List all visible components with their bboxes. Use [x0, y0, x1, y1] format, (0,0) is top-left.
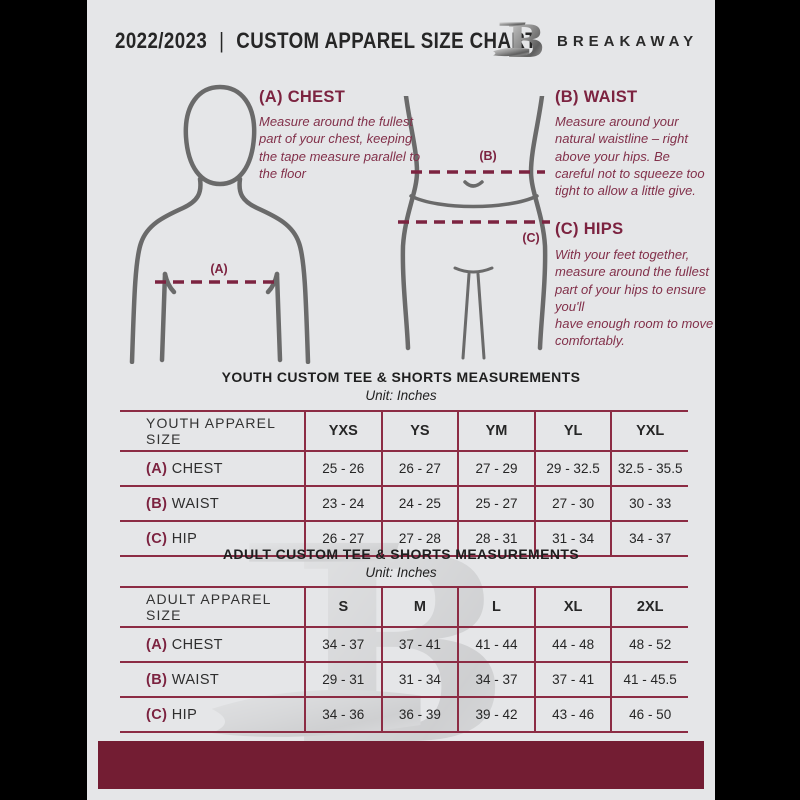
measurement-label: (C) HIP [120, 521, 305, 556]
chest-line-label: (A) [210, 262, 227, 276]
hips-instructions: With your feet together, measure around … [555, 247, 714, 349]
measurement-value: 37 - 41 [380, 627, 459, 662]
measurement-value: 30 - 33 [610, 486, 688, 521]
size-column-header: YXL [610, 411, 688, 451]
measurement-value: 36 - 39 [380, 697, 459, 732]
measurement-prefix: (A) [146, 460, 168, 477]
waist-line-label: (B) [479, 149, 496, 163]
table-row: (B) WAIST 23 - 24 24 - 25 25 - 27 27 - 30 30 … [120, 486, 688, 521]
chest-instructions: Measure around the fullest part of your … [259, 114, 421, 181]
measurement-value: 27 - 29 [457, 451, 535, 486]
hips-line-label: (C) [522, 231, 539, 245]
measurement-name: CHEST [171, 460, 223, 477]
measurement-value: 26 - 27 [304, 521, 382, 556]
adult-table-unit: Unit: Inches [365, 565, 437, 580]
measurement-prefix: (B) [146, 671, 168, 688]
measurement-value: 41 - 45.5 [610, 662, 688, 697]
breakaway-logo-icon: B [492, 15, 548, 67]
table-row: (A) CHEST 34 - 37 37 - 41 41 - 44 44 - 48 48 … [120, 627, 688, 662]
measurement-value: 48 - 52 [610, 627, 688, 662]
table-row: (C) HIP 26 - 27 27 - 28 28 - 31 31 - 34 34 - … [120, 521, 688, 556]
adult-table-title: ADULT CUSTOM TEE & SHORTS MEASUREMENTS [222, 546, 580, 562]
measurement-value: 31 - 34 [533, 521, 612, 556]
adult-size-table: ADULT APPAREL SIZE S M L XL 2XL (A) CHEST 34 - … [120, 586, 688, 733]
measurement-value: 34 - 37 [457, 662, 535, 697]
size-chart-page: 2022/2023 | CUSTOM APPAREL SIZE CHART B BR… [87, 0, 715, 800]
size-column-header: 2XL [610, 587, 688, 627]
measurement-label: (B) WAIST [120, 662, 305, 697]
measurement-name: WAIST [171, 671, 220, 688]
table-header-row: YOUTH APPAREL SIZE YXS YS YM YL YXL [120, 411, 688, 451]
measurement-value: 39 - 42 [457, 697, 535, 732]
torso-illustration: (A) [129, 84, 311, 364]
measurement-value: 44 - 48 [533, 627, 612, 662]
brand-name: BREAKAWAY [557, 33, 699, 50]
page-title: 2022/2023 | CUSTOM APPAREL SIZE CHART [115, 28, 537, 54]
measurement-label: (A) CHEST [120, 451, 305, 486]
table-row: (A) CHEST 25 - 26 26 - 27 27 - 29 29 - 32.5 3… [120, 451, 688, 486]
measurement-value: 46 - 50 [610, 697, 688, 732]
title-year: 2022/2023 [115, 28, 208, 53]
size-column-header: YL [533, 411, 612, 451]
measurement-prefix: (B) [146, 495, 168, 512]
size-column-header: L [457, 587, 535, 627]
measurement-prefix: (A) [146, 636, 168, 653]
measurement-value: 34 - 36 [304, 697, 382, 732]
youth-table-title: YOUTH CUSTOM TEE & SHORTS MEASUREMENTS [221, 369, 581, 385]
size-table-row-header: ADULT APPAREL SIZE [146, 591, 272, 623]
measurement-label: (C) HIP [120, 697, 305, 732]
measurement-value: 31 - 34 [380, 662, 459, 697]
table-header-row: ADULT APPAREL SIZE S M L XL 2XL [120, 587, 688, 627]
measurement-value: 24 - 25 [380, 486, 459, 521]
size-column-header: YS [380, 411, 459, 451]
size-column-header: YXS [304, 411, 382, 451]
measurement-value: 25 - 27 [457, 486, 535, 521]
size-column-header: XL [533, 587, 612, 627]
size-table-row-header: YOUTH APPAREL SIZE [146, 415, 276, 447]
measurement-value: 28 - 31 [457, 521, 535, 556]
chest-section-label: (A) CHEST [259, 88, 346, 106]
measurement-value: 34 - 37 [610, 521, 688, 556]
measurement-value: 34 - 37 [304, 627, 382, 662]
size-column-header: S [304, 587, 382, 627]
size-column-header: M [380, 587, 459, 627]
hips-section-label: (C) HIPS [555, 220, 624, 238]
measurement-value: 37 - 41 [533, 662, 612, 697]
waist-section-label: (B) WAIST [555, 88, 638, 106]
youth-size-table: YOUTH APPAREL SIZE YXS YS YM YL YXL (A) CHEST 2… [120, 410, 688, 557]
measurement-value: 26 - 27 [380, 451, 459, 486]
waist-instructions: Measure around your natural waistline – … [555, 114, 705, 199]
measurement-value: 29 - 32.5 [533, 451, 612, 486]
measurement-label: (A) CHEST [120, 627, 305, 662]
table-row: (B) WAIST 29 - 31 31 - 34 34 - 37 37 - 41 41 … [120, 662, 688, 697]
title-separator: | [219, 28, 225, 53]
measurement-value: 43 - 46 [533, 697, 612, 732]
measurement-value: 32.5 - 35.5 [610, 451, 688, 486]
size-column-header: YM [457, 411, 535, 451]
measurement-value: 27 - 30 [533, 486, 612, 521]
waist-hips-illustration: (B) (C) [398, 96, 550, 360]
title-text: CUSTOM APPAREL SIZE CHART [236, 28, 538, 53]
measurement-label: (B) WAIST [120, 486, 305, 521]
measurement-name: HIP [171, 530, 198, 547]
measurement-prefix: (C) [146, 530, 168, 547]
measurement-prefix: (C) [146, 706, 168, 723]
youth-table-unit: Unit: Inches [365, 388, 437, 403]
measurement-value: 41 - 44 [457, 627, 535, 662]
measurement-name: CHEST [171, 636, 223, 653]
measurement-name: WAIST [171, 495, 220, 512]
measurement-value: 25 - 26 [304, 451, 382, 486]
footer-bar [98, 741, 704, 789]
measurement-name: HIP [171, 706, 198, 723]
measurement-value: 27 - 28 [380, 521, 459, 556]
measurement-value: 29 - 31 [304, 662, 382, 697]
table-row: (C) HIP 34 - 36 36 - 39 39 - 42 43 - 46 46 - … [120, 697, 688, 732]
measurement-value: 23 - 24 [304, 486, 382, 521]
